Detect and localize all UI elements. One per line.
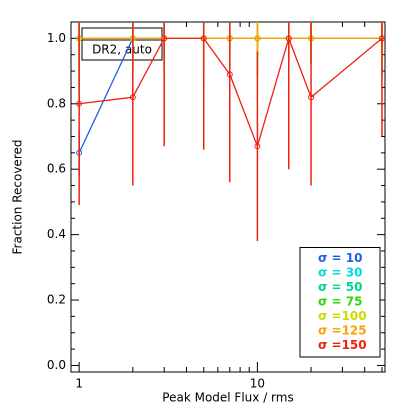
legend-label: σ = 50: [318, 280, 362, 294]
point: [285, 35, 292, 42]
point: [254, 35, 261, 42]
point: [161, 35, 168, 42]
x-tick-label: 1: [75, 377, 83, 391]
point: [200, 35, 207, 42]
legend-label: σ = 30: [318, 266, 362, 280]
point: [129, 94, 136, 101]
y-tick-label: 1.0: [47, 31, 66, 45]
x-tick-label: 10: [250, 377, 265, 391]
point: [226, 71, 233, 78]
legend-label: σ =125: [318, 324, 367, 338]
plot-frame: [70, 21, 386, 373]
series-line: [78, 37, 382, 154]
x-axis-label: Peak Model Flux / rms: [162, 391, 293, 405]
y-tick-label: 0.4: [47, 227, 66, 241]
legend-box: [299, 247, 381, 358]
legend-label: σ = 10: [318, 251, 362, 265]
point: [378, 35, 385, 42]
legend-label: σ =100: [318, 309, 367, 323]
point: [254, 143, 261, 150]
y-tick-label: 0.8: [47, 96, 66, 110]
legend-label: σ = 75: [318, 295, 362, 309]
point: [308, 94, 315, 101]
legend-label: σ =150: [318, 338, 367, 352]
point: [76, 100, 83, 107]
y-axis-label: Fraction Recovered: [11, 140, 25, 255]
y-tick-label: 0.0: [47, 358, 66, 372]
plot-area: [76, 22, 385, 242]
series-line: [79, 36, 383, 149]
y-tick-label: 0.6: [47, 162, 66, 176]
annotation: DR2, auto: [92, 43, 152, 57]
y-tick-label: 0.2: [47, 293, 66, 307]
